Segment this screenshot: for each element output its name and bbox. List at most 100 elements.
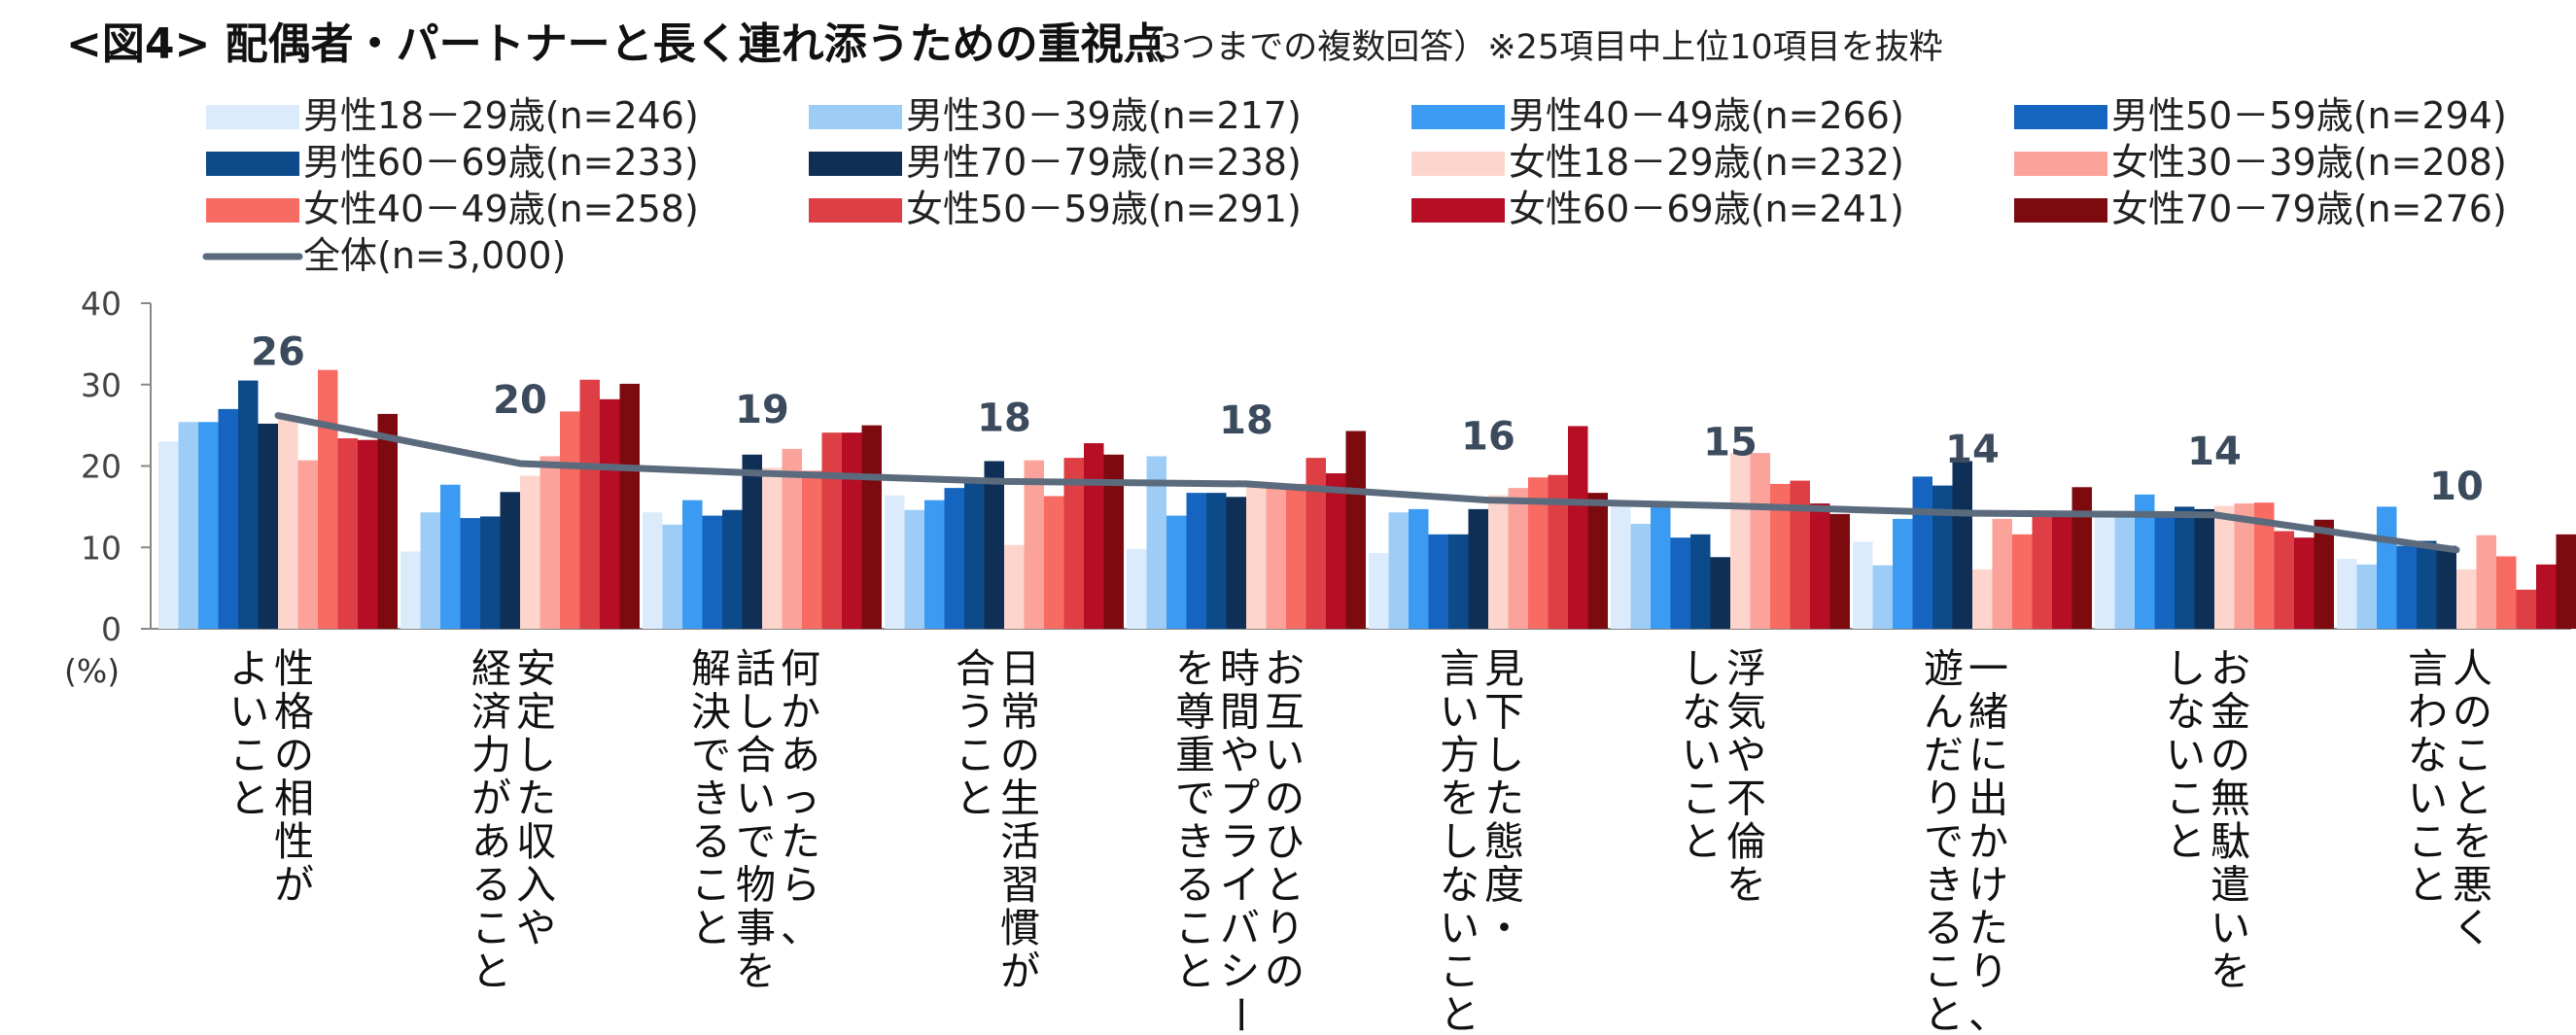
legend-label: 女性18－29歳(n=232) [1509,141,1904,184]
category-label: 見下した態度・言い方をしないこと [1440,645,1524,1035]
bar [1873,566,1894,629]
category-char: い [1265,732,1305,778]
legend-label: 全体(n=3,000) [303,234,566,277]
legend-label: 男性50－59歳(n=294) [2111,94,2507,137]
bar [1346,431,1367,629]
bar [2072,487,2093,629]
bar [318,370,338,629]
category-char: 下 [1484,689,1524,736]
bar [842,432,862,629]
legend-swatch [2014,152,2107,176]
category-char: や [516,905,556,951]
category-char: こ [1924,949,1964,995]
category-char: あ [471,818,511,865]
category-char: お [1265,645,1305,692]
legend-swatch [206,152,299,176]
category-char: 互 [1265,689,1305,736]
category-char: き [691,776,731,822]
category-char: 重 [1175,732,1215,778]
bar [440,485,461,629]
bar [400,551,421,629]
bar [1084,443,1104,629]
category-char: い [2210,905,2250,951]
category-char: こ [229,732,269,778]
category-label: お金の無駄遣いをしないこと [2166,645,2250,995]
legend-swatch [2014,105,2107,129]
y-tick-label: 0 [101,610,122,648]
bar [1993,519,2013,629]
bar [259,424,279,629]
category-char: い [2408,776,2448,822]
category-char: 合 [956,645,995,692]
bar [1488,496,1509,629]
bar [1206,493,1227,629]
category-char: と [2408,862,2448,909]
category-char: と [2166,818,2206,865]
category-char: る [471,862,511,909]
bar [1588,493,1609,629]
bar [1267,484,1287,629]
category-char: か [781,689,820,736]
legend-label: 男性60－69歳(n=233) [303,141,699,184]
bar [1306,458,1327,629]
category-char: た [1484,776,1524,822]
bar [885,496,905,629]
bar [2456,569,2477,629]
category-char: よ [229,645,269,692]
bar [905,510,925,629]
category-char: の [274,732,314,778]
bar [2294,537,2315,629]
category-char: 尊 [1175,689,1215,736]
bar [2397,546,2418,629]
category-char: く [2453,905,2492,951]
bar [2496,556,2517,629]
category-char: を [1175,645,1215,692]
category-char: と [1175,949,1215,995]
category-char: な [1682,689,1722,736]
category-char: こ [2408,818,2448,865]
legend-swatch [1411,105,1505,129]
bar [2214,506,2235,629]
bar [1286,484,1306,629]
bar [762,467,783,629]
category-label: 浮気や不倫をしないこと [1682,645,1766,909]
bar [682,500,703,629]
category-char: 浮 [1726,645,1766,692]
category-char: 、 [781,905,820,951]
category-char: の [1000,732,1040,778]
category-char: 話 [736,645,776,692]
category-char: や [1220,732,1260,778]
category-char: シ [1220,949,1260,995]
category-char: こ [2453,732,2492,778]
bar [2437,546,2457,629]
y-tick-label: 30 [81,366,122,404]
bar [1631,524,1652,629]
category-char: こ [691,862,731,909]
bar [2315,520,2335,629]
category-char: あ [781,732,820,778]
category-char: を [1440,776,1479,822]
bar [278,418,298,629]
legend-swatch [206,105,299,129]
category-char: と [1682,818,1722,865]
bar [2155,515,2176,629]
category-char: ん [1924,689,1964,736]
bar [1448,535,1469,629]
bar [1429,535,1449,629]
bar [1044,496,1064,629]
bar [1853,541,1873,629]
total-data-label: 14 [2187,430,2242,474]
bar [802,471,822,629]
legend: 男性18－29歳(n=246) 男性30－39歳(n=217) 男性40－49歳(n… [206,94,2507,277]
category-char: の [1265,776,1305,822]
bar [2557,535,2576,629]
legend-label: 女性40－49歳(n=258) [303,188,699,230]
bar [2115,517,2136,629]
category-char: こ [1175,905,1215,951]
category-char: ひ [1265,818,1305,865]
category-char: い [1440,689,1479,736]
category-char: が [1000,949,1040,995]
bar [1751,453,1771,629]
category-label: 人のことを悪く言わないこと [2408,645,2492,951]
